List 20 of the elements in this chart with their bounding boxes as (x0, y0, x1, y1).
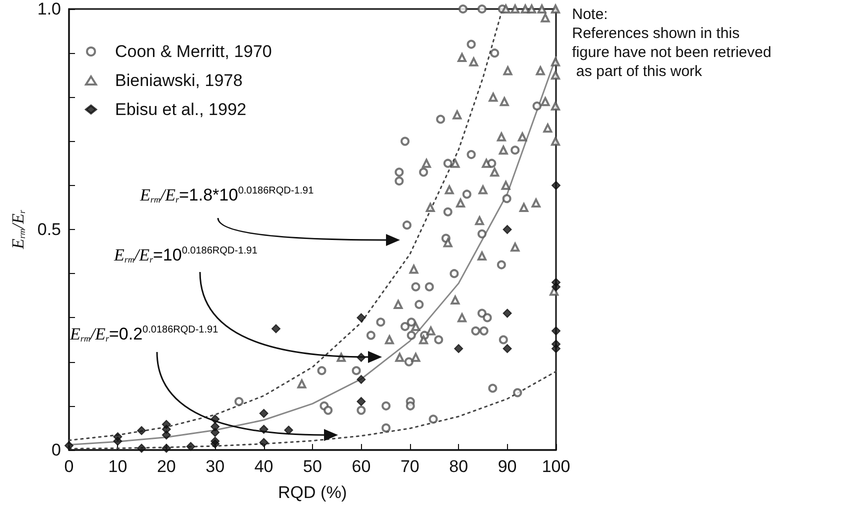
y-axis-title: Erm/Er (8, 210, 28, 250)
x-tick-label: 10 (108, 457, 128, 476)
x-tick-label: 70 (400, 457, 420, 476)
x-axis-title: RQD (%) (278, 483, 347, 502)
y-tick-label: 0 (52, 440, 61, 460)
legend-label: Coon & Merritt, 1970 (115, 42, 272, 61)
y-tick-label: 0.5 (37, 220, 61, 239)
x-tick-label: 20 (156, 457, 176, 476)
x-tick-label: 100 (542, 457, 570, 476)
x-tick-label: 80 (449, 457, 468, 476)
x-tick-label: 60 (352, 457, 371, 476)
y-tick-label: 1.0 (37, 0, 61, 18)
legend-label: Bieniawski, 1978 (115, 71, 243, 90)
x-tick-label: 40 (254, 457, 274, 476)
legend-label: Ebisu et al., 1992 (115, 100, 246, 119)
x-tick-label: 30 (206, 457, 225, 476)
x-tick-label: 90 (498, 457, 517, 476)
text: Note: References shown in this figure have not been retrieved as part of this work (572, 6, 772, 80)
x-tick-label: 50 (303, 457, 322, 476)
x-tick-label: 0 (64, 457, 74, 476)
